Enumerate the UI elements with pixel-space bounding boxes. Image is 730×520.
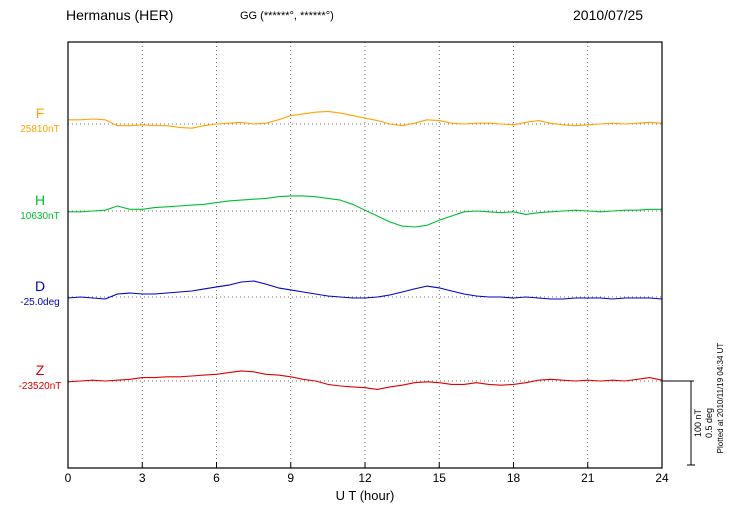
series-label-group-z: Z -23520nT (10, 363, 70, 392)
x-tick-label: 3 (139, 471, 146, 485)
x-tick-label: 9 (287, 471, 294, 485)
x-tick-label: 21 (581, 471, 595, 485)
series-label-group-d: D -25.0deg (10, 279, 70, 308)
series-baseline-z: -23520nT (18, 380, 62, 392)
plotted-at-note: Plotted at 2010/11/19 04:34 UT (716, 343, 725, 454)
series-letter-d: D (34, 278, 46, 294)
trace-z (67, 370, 663, 390)
x-axis-ticks: 0 3 6 9 12 15 18 21 24 (65, 462, 669, 485)
series-baseline-d: -25.0deg (20, 296, 60, 308)
scale-bar: 100 nT 0.5 deg (662, 380, 714, 466)
grid-layer (68, 42, 662, 468)
trace-h (68, 195, 662, 228)
station-title: Hermanus (HER) (66, 7, 174, 23)
x-tick-label: 18 (507, 471, 521, 485)
scale-label-nt: 100 nT (693, 408, 703, 437)
series-letter-h: H (34, 192, 46, 208)
x-tick-label: 24 (655, 471, 669, 485)
series-label-group-f: F 25810nT (10, 106, 70, 135)
series-baseline-h: 10630nT (20, 210, 60, 222)
x-tick-label: 0 (65, 471, 72, 485)
x-tick-label: 12 (358, 471, 372, 485)
trace-f (68, 110, 663, 129)
series-letter-f: F (35, 105, 45, 121)
trace-layer (67, 110, 663, 390)
plot-date: 2010/07/25 (573, 7, 644, 23)
series-label-group-h: H 10630nT (10, 193, 70, 222)
series-baseline-f: 25810nT (20, 123, 60, 135)
series-letter-z: Z (35, 362, 45, 378)
scale-label-deg: 0.5 deg (704, 408, 714, 438)
trace-d (67, 280, 663, 300)
station-coordinates: GG (******°, ******°) (240, 10, 334, 22)
x-tick-label: 6 (213, 471, 220, 485)
x-axis-label: U T (hour) (336, 488, 395, 503)
x-tick-label: 15 (433, 471, 447, 485)
